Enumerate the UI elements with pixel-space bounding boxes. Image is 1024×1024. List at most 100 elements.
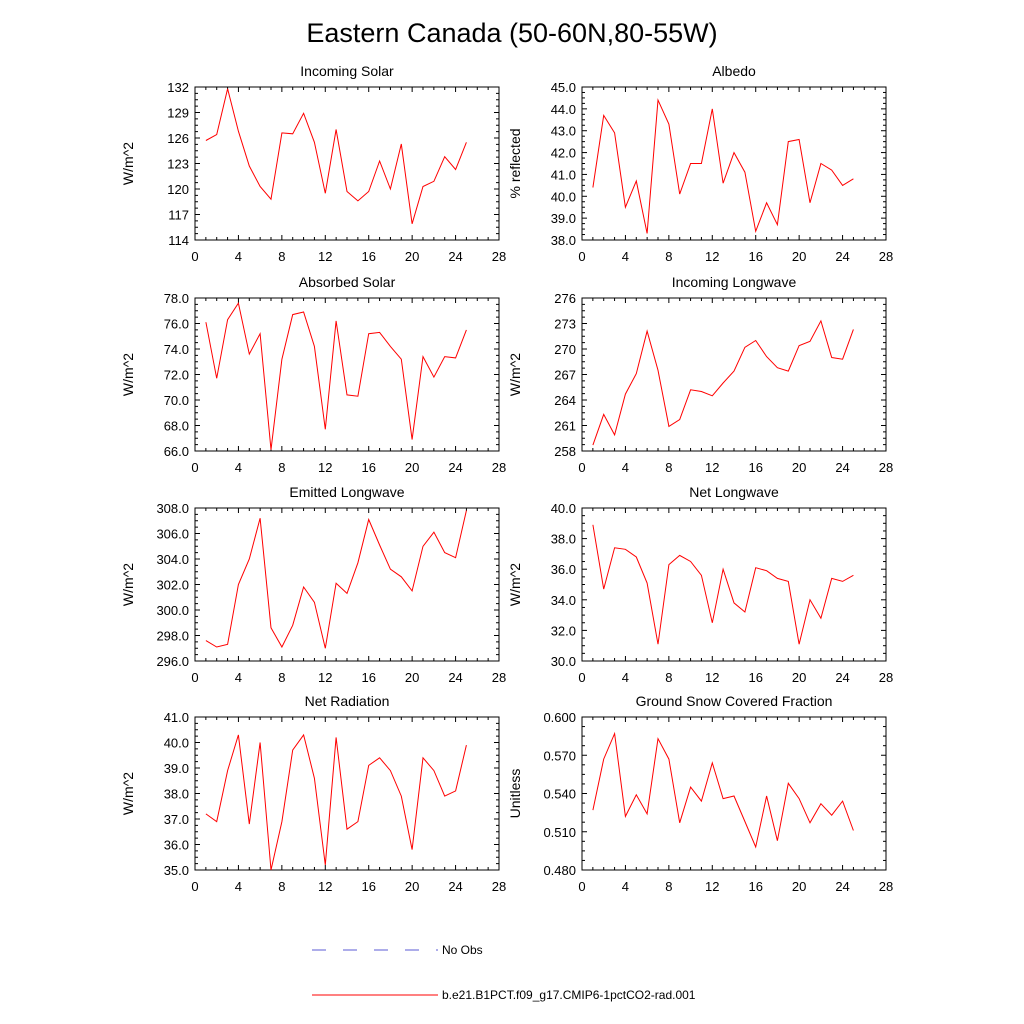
y-tick-label: 42.0 [551,146,576,161]
x-tick-label: 4 [235,670,242,685]
y-tick-label: 39.0 [164,761,189,776]
x-tick-label: 12 [318,249,332,264]
y-tick-label: 41.0 [164,710,189,725]
y-tick-label: 40.0 [164,736,189,751]
series-line [592,98,854,234]
y-axis-label: W/m^2 [507,353,523,396]
y-axis-label: W/m^2 [120,353,136,396]
y-tick-label: 261 [554,419,576,434]
y-tick-label: 36.0 [551,562,576,577]
y-tick-label: 264 [554,393,576,408]
x-tick-label: 16 [748,460,762,475]
legend-label-model: b.e21.B1PCT.f09_g17.CMIP6-1pctCO2-rad.00… [442,988,696,1002]
x-tick-label: 0 [191,460,198,475]
y-tick-label: 74.0 [164,342,189,357]
panel-6: Net Radiation 0 4 8 12 16 20 24 28 35.0 36.0 37.0 38… [120,693,506,894]
x-tick-label: 16 [361,249,375,264]
y-tick-label: 72.0 [164,368,189,383]
plot-frame [194,86,500,241]
y-axis-label: W/m^2 [507,563,523,606]
plot-frame [194,297,500,452]
x-tick-label: 16 [748,670,762,685]
x-tick-label: 28 [879,879,893,894]
y-tick-label: 132 [167,80,189,95]
x-tick-label: 8 [278,460,285,475]
x-tick-label: 28 [492,670,506,685]
y-tick-label: 126 [167,131,189,146]
x-tick-label: 4 [235,460,242,475]
series-line [592,731,854,849]
x-tick-label: 20 [792,460,806,475]
panel-7: Ground Snow Covered Fraction 0 4 8 12 16 20 24 2… [507,693,893,894]
y-tick-label: 304.0 [156,552,189,567]
panel-title: Albedo [712,63,756,79]
y-tick-label: 45.0 [551,80,576,95]
panel-title: Ground Snow Covered Fraction [636,693,833,709]
panel-title: Net Longwave [689,484,779,500]
x-tick-label: 24 [835,879,849,894]
panel-title: Absorbed Solar [299,274,396,290]
x-tick-label: 4 [622,460,629,475]
y-tick-label: 38.0 [164,787,189,802]
series-line [592,319,854,446]
x-tick-label: 0 [578,879,585,894]
x-tick-label: 24 [835,460,849,475]
x-tick-label: 0 [191,879,198,894]
y-tick-label: 76.0 [164,317,189,332]
x-tick-label: 20 [792,879,806,894]
y-tick-label: 0.480 [543,863,576,878]
y-axis-label: % reflected [507,128,523,198]
x-tick-label: 12 [705,879,719,894]
x-tick-label: 20 [405,670,419,685]
y-tick-label: 117 [168,208,189,223]
x-tick-label: 20 [405,879,419,894]
y-tick-label: 258 [554,444,576,459]
y-tick-label: 123 [167,157,189,172]
x-tick-label: 24 [448,460,462,475]
x-tick-label: 4 [235,879,242,894]
x-tick-label: 24 [448,670,462,685]
y-tick-label: 37.0 [164,812,189,827]
x-tick-label: 16 [748,879,762,894]
x-tick-label: 12 [318,460,332,475]
y-tick-label: 0.600 [543,710,576,725]
panel-2: Absorbed Solar 0 4 8 12 16 20 24 28 66.0 68.0 70.0 7… [120,274,506,475]
y-tick-label: 273 [554,317,576,332]
y-tick-label: 270 [554,342,576,357]
panel-0: Incoming Solar 0 4 8 12 16 20 24 28 114 117 120 123 1… [120,63,506,264]
y-tick-label: 120 [167,182,189,197]
x-tick-label: 12 [318,670,332,685]
y-axis-label: W/m^2 [120,563,136,606]
plot-frame [194,507,500,662]
y-tick-label: 40.0 [551,189,576,204]
x-tick-label: 4 [622,249,629,264]
y-tick-label: 302.0 [156,578,189,593]
figure-title: Eastern Canada (50-60N,80-55W) [306,18,717,48]
y-tick-label: 40.0 [551,501,576,516]
x-tick-label: 28 [879,670,893,685]
plot-frame [581,507,887,662]
x-tick-label: 16 [361,460,375,475]
y-tick-label: 44.0 [551,102,576,117]
y-tick-label: 276 [554,291,576,306]
y-tick-label: 30.0 [551,654,576,669]
y-tick-label: 308.0 [156,501,189,516]
y-tick-label: 70.0 [164,393,189,408]
y-axis-label: Unitless [507,769,523,819]
x-tick-label: 20 [792,249,806,264]
x-tick-label: 24 [835,249,849,264]
panel-4: Emitted Longwave 0 4 8 12 16 20 24 28 296.0 298.0 3… [120,484,506,685]
x-tick-label: 8 [278,670,285,685]
x-tick-label: 28 [879,460,893,475]
y-tick-label: 34.0 [551,593,576,608]
x-tick-label: 16 [361,879,375,894]
x-tick-label: 28 [492,460,506,475]
y-tick-label: 68.0 [164,419,189,434]
panel-title: Incoming Longwave [672,274,797,290]
y-tick-label: 43.0 [551,124,576,139]
y-tick-label: 129 [167,106,189,121]
x-tick-label: 16 [361,670,375,685]
x-tick-label: 24 [448,249,462,264]
